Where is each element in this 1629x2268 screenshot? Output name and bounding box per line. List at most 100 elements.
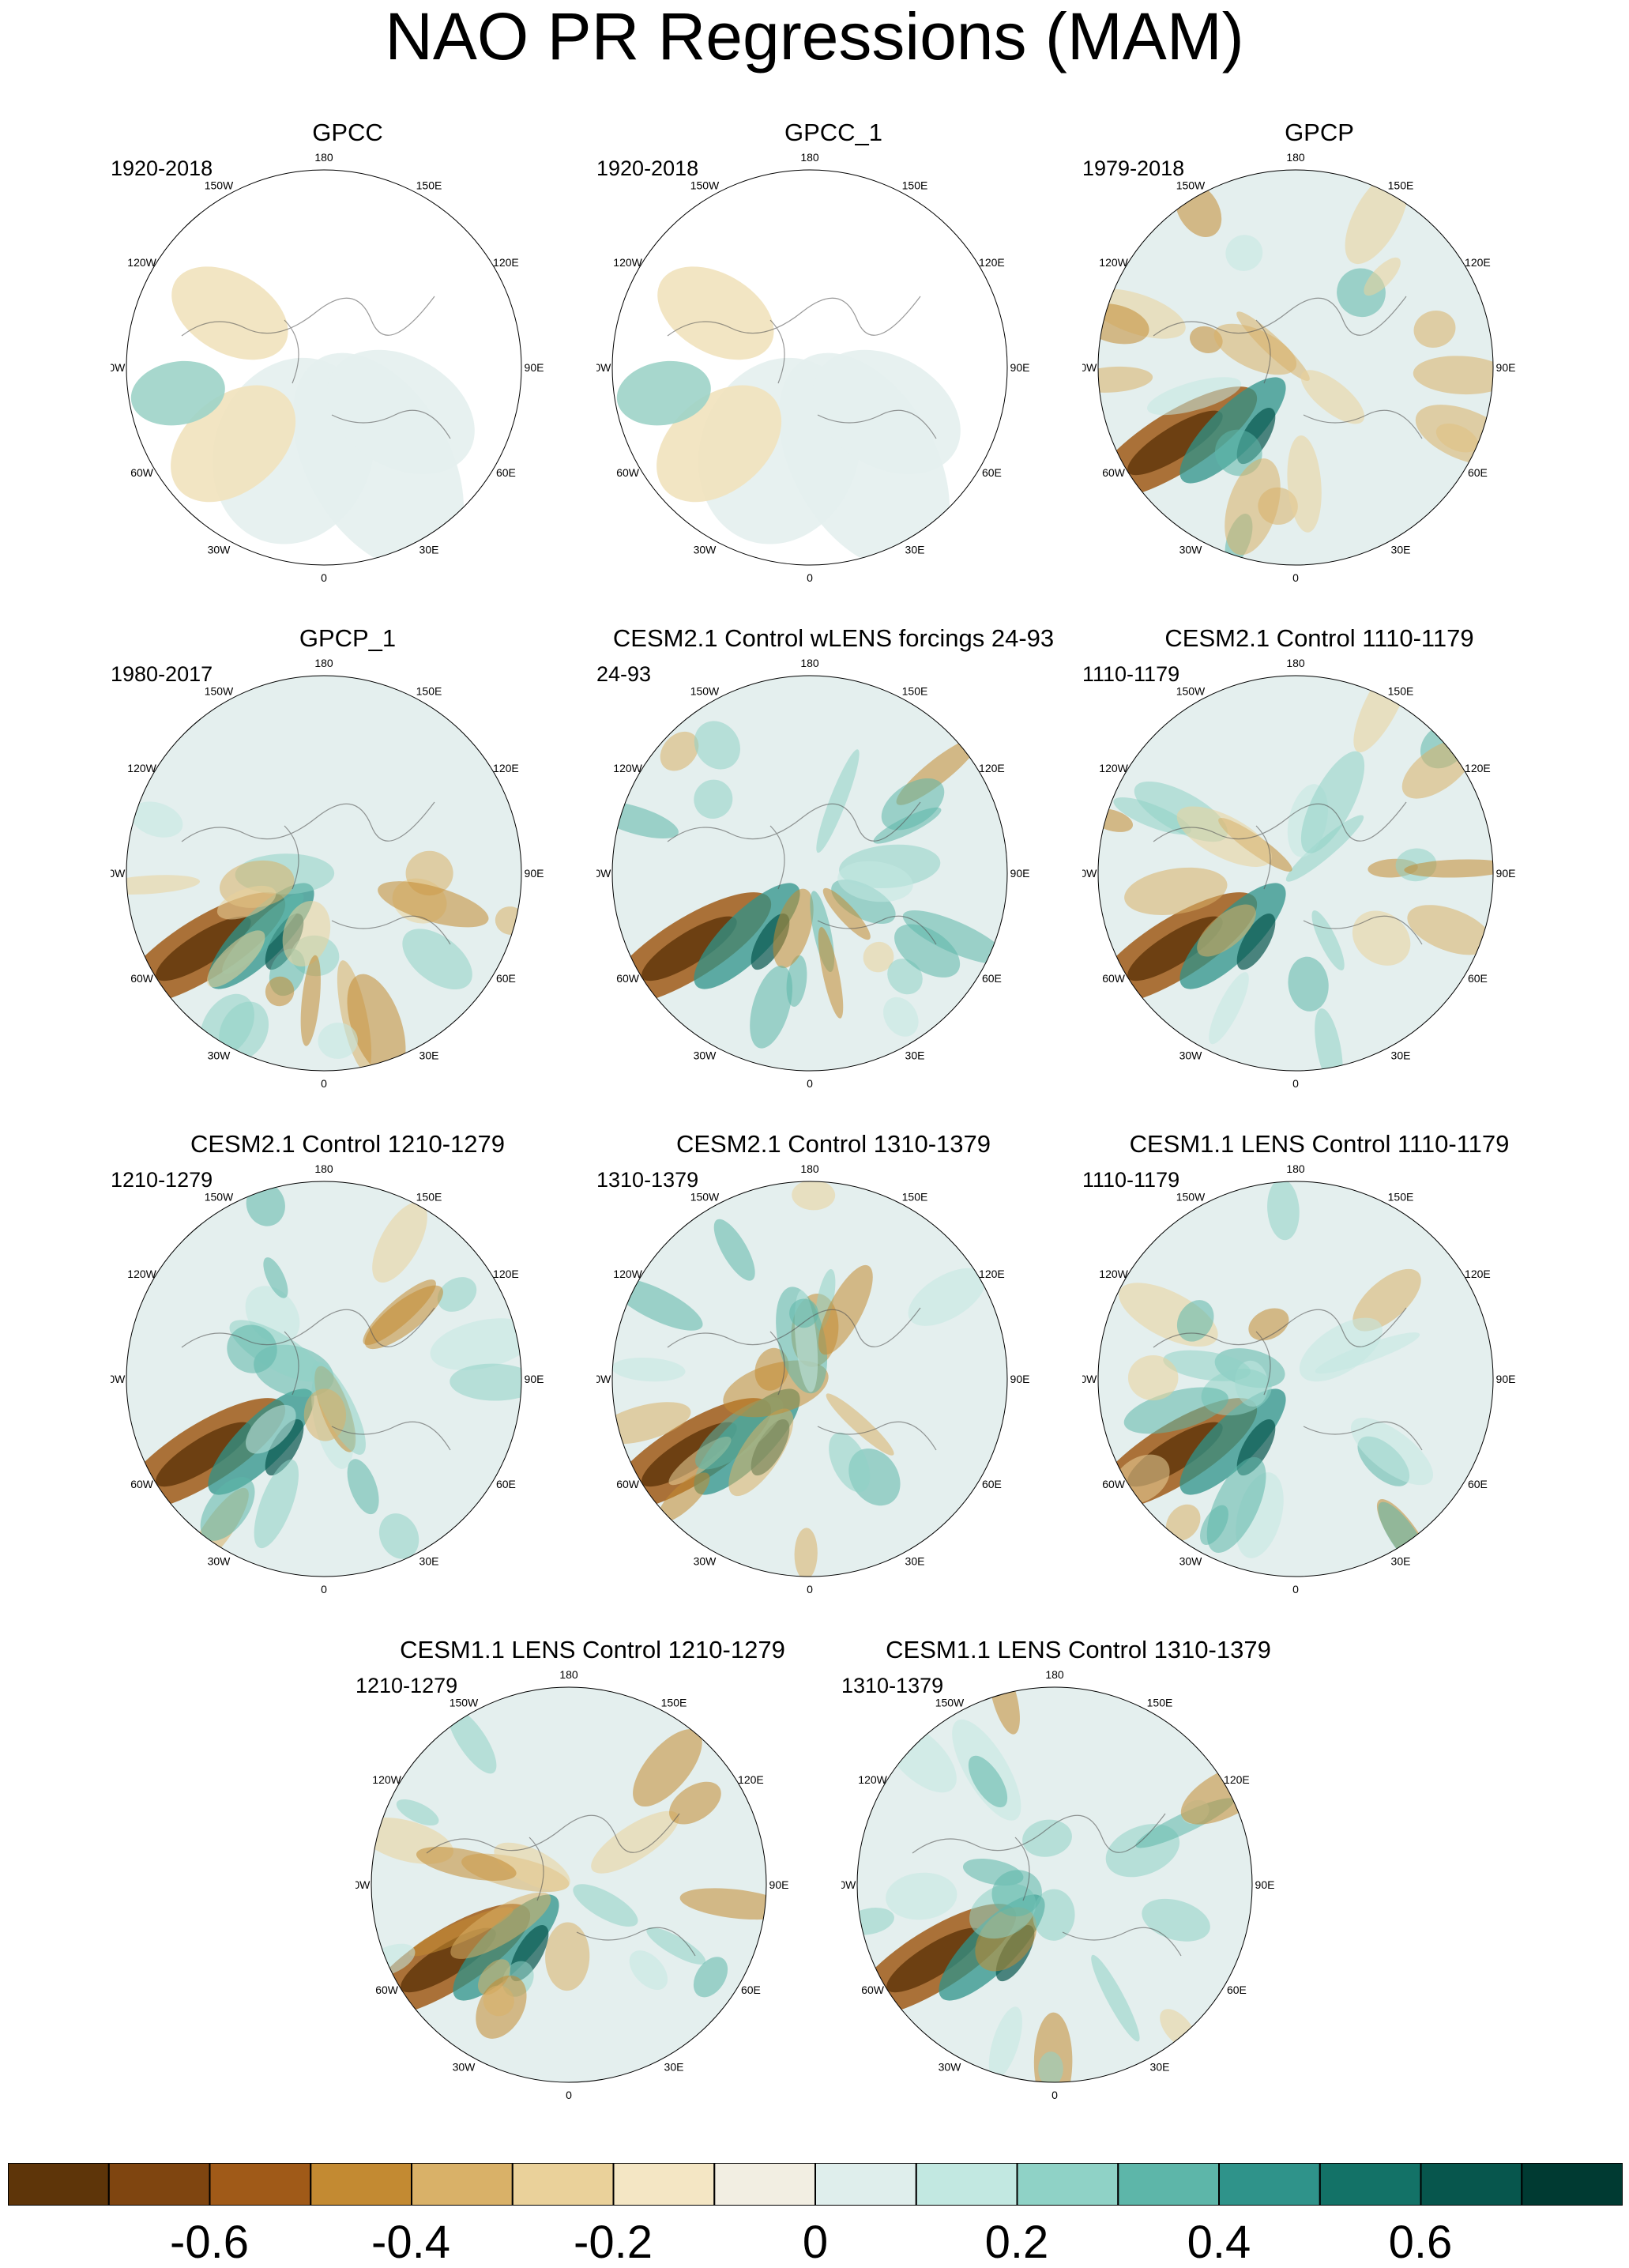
anomaly-shading	[130, 360, 225, 426]
anomaly-shading	[483, 1985, 514, 2017]
polar-map: 180 150E 120E 90E 60E 30E 0 30W 60W 90W 120W 150W	[596, 657, 1030, 1090]
anomaly-shading	[126, 875, 201, 895]
map-boundary	[1097, 169, 1494, 566]
anomaly-shading	[200, 1476, 255, 1541]
coastline	[181, 801, 451, 945]
colorbar-swatch	[1319, 2162, 1422, 2206]
anomaly-shading	[829, 1432, 871, 1493]
longitude-label: 180	[1286, 1162, 1305, 1175]
longitude-label: 30W	[939, 2060, 962, 2073]
anomaly-shading	[629, 1950, 668, 1991]
longitude-label: 90W	[1082, 867, 1097, 880]
anomaly-shading	[396, 1799, 439, 1826]
map-boundary	[611, 675, 1008, 1072]
anomaly-shading	[1113, 797, 1191, 834]
longitude-label: 60W	[1102, 972, 1126, 985]
longitude-label: 90W	[1082, 361, 1097, 374]
longitude-label: 120E	[493, 1268, 519, 1280]
longitude-label: 150W	[205, 179, 234, 192]
longitude-label: 150E	[416, 1191, 442, 1204]
longitude-label: 30E	[419, 1554, 439, 1567]
panel-period: 1920-2018	[111, 156, 213, 180]
anomaly-shading	[1163, 1350, 1251, 1381]
map-boundary	[1097, 1181, 1494, 1577]
panel-title: CESM1.1 LENS Control 1310-1379	[886, 1636, 1271, 1663]
anomaly-shading	[773, 888, 814, 969]
colorbar-swatch	[107, 2162, 211, 2206]
panel-period: 1310-1379	[841, 1674, 944, 1697]
longitude-label: 0	[807, 1077, 813, 1090]
polar-map: 180 150E 120E 90E 60E 30E 0 30W 60W 90W 120W 150W	[111, 151, 544, 584]
anomaly-shading	[156, 1422, 251, 1487]
anomaly-shading	[254, 1459, 299, 1549]
anomaly-shading	[988, 1687, 1020, 1735]
anomaly-shading	[792, 1181, 836, 1211]
colorbar-swatch	[1117, 2162, 1221, 2206]
longitude-label: 180	[314, 657, 333, 669]
anomaly-shading	[156, 916, 251, 981]
longitude-label: 120W	[613, 256, 642, 269]
longitude-label: 30W	[1179, 1049, 1203, 1061]
colorbar-swatch	[1521, 2162, 1624, 2206]
longitude-label: 30E	[1391, 543, 1411, 556]
polar-map: 180 150E 120E 90E 60E 30E 0 30W 60W 90W 120W 150W	[596, 151, 1029, 584]
longitude-label: 0	[321, 1077, 327, 1090]
anomaly-shading	[633, 1729, 702, 1807]
colorbar-label: -0.4	[371, 2217, 450, 2268]
anomaly-shading	[818, 1264, 873, 1355]
anomaly-shading	[750, 965, 793, 1049]
anomaly-shading	[694, 721, 740, 770]
longitude-label: 0	[1052, 2089, 1058, 2101]
panel-title: CESM2.1 Control wLENS forcings 24-93	[612, 624, 1055, 652]
longitude-label: 120W	[1099, 762, 1128, 774]
longitude-label: 30W	[694, 543, 717, 556]
panel-period: 1210-1279	[111, 1168, 213, 1192]
longitude-label: 180	[1286, 657, 1305, 669]
anomaly-shading	[1352, 1268, 1421, 1332]
coastline	[1153, 296, 1423, 439]
anomaly-shading	[968, 1755, 1008, 1808]
map-panel-cesm2-1310: CESM2.1 Control 1310-1379 1310-1379 180 1…	[596, 1130, 1086, 1620]
longitude-label: 90W	[1082, 1373, 1097, 1385]
colorbar-swatch	[1420, 2162, 1523, 2206]
longitude-label: 90E	[1496, 867, 1516, 880]
longitude-label: 30E	[664, 2060, 684, 2073]
anomaly-shading	[416, 1847, 517, 1881]
map-panel-cesm1-1110: CESM1.1 LENS Control 1110-1179 1110-1179…	[1082, 1130, 1572, 1620]
anomaly-shading	[246, 1404, 296, 1454]
polar-map: 180 150E 120E 90E 60E 30E 0 30W 60W 90W 120W 150W	[356, 1668, 788, 2101]
anomaly-shading	[988, 2006, 1022, 2079]
longitude-label: 90E	[1496, 1373, 1516, 1385]
longitude-label: 0	[807, 1583, 813, 1596]
longitude-label: 90W	[841, 1878, 856, 1891]
coastline	[667, 801, 937, 945]
anomaly-shading	[402, 929, 472, 990]
anomaly-shading	[1258, 487, 1298, 526]
anomaly-shading	[1124, 867, 1228, 915]
colorbar-swatch	[713, 2162, 817, 2206]
longitude-label: 90E	[1010, 867, 1030, 880]
longitude-label: 120W	[613, 762, 642, 774]
panel-title: CESM2.1 Control 1310-1379	[675, 1130, 991, 1158]
coastline	[1153, 1307, 1423, 1451]
anomaly-shading	[171, 266, 288, 360]
anomaly-shading	[1225, 235, 1263, 271]
anomaly-shading	[265, 1419, 304, 1476]
longitude-label: 150W	[1176, 685, 1206, 698]
anomaly-shading	[1213, 323, 1297, 375]
anomaly-shading	[1404, 859, 1493, 878]
longitude-label: 60W	[616, 972, 640, 985]
anomaly-shading	[693, 1957, 728, 1998]
anomaly-shading	[1197, 904, 1256, 957]
anomaly-shading	[450, 1363, 521, 1401]
anomaly-shading	[282, 900, 331, 967]
longitude-label: 60W	[1102, 1478, 1126, 1490]
map-panel-cesm2-1210: CESM2.1 Control 1210-1279 1210-1279 180 1…	[111, 1130, 600, 1620]
longitude-label: 150E	[1388, 179, 1414, 192]
anomaly-shading	[1413, 356, 1493, 395]
anomaly-shading	[318, 1023, 358, 1059]
anomaly-shading	[591, 1810, 679, 1874]
anomaly-shading	[1033, 1889, 1075, 1941]
anomaly-shading	[265, 976, 295, 1007]
longitude-label: 120W	[1099, 256, 1128, 269]
